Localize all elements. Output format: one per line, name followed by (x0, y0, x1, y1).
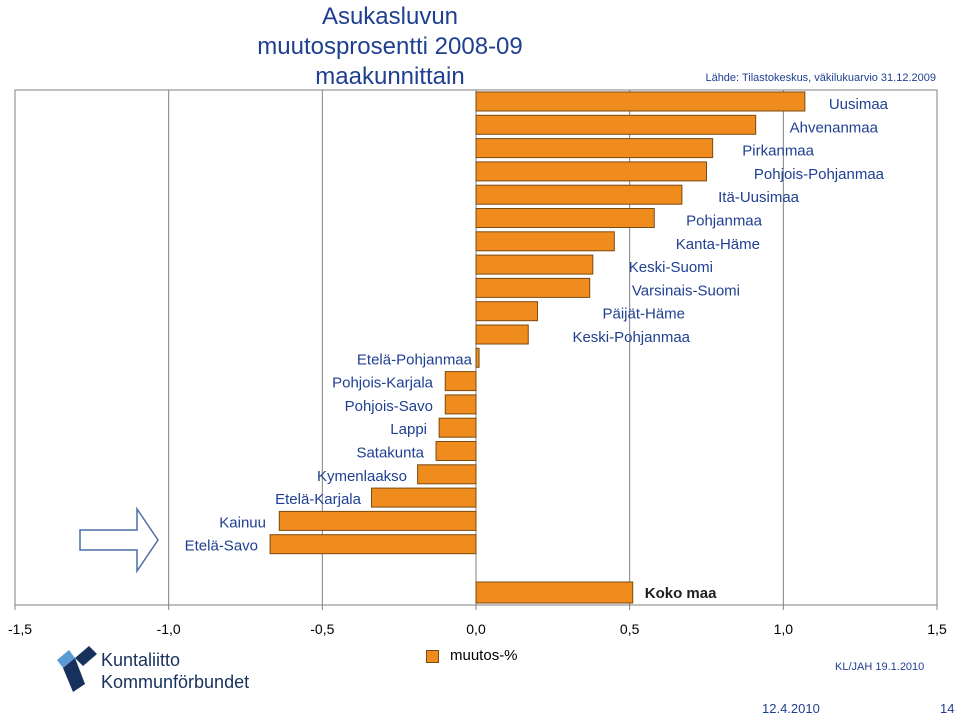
x-tick-label: 0,5 (620, 621, 640, 637)
bar-label: Itä-Uusimaa (718, 189, 800, 206)
logo-text-line-2: Kommunförbundet (101, 672, 250, 692)
bar (475, 138, 714, 159)
bar-label: Etelä-Savo (185, 538, 258, 555)
bar (475, 231, 615, 252)
x-tick-label: 1,0 (774, 621, 794, 637)
bar (475, 161, 707, 182)
bar-label: Pohjois-Savo (345, 398, 433, 415)
bar-label: Kainuu (219, 514, 266, 531)
bar (278, 510, 477, 531)
bar (475, 581, 634, 604)
bar (475, 91, 806, 112)
source-note: Lähde: Tilastokeskus, väkilukuarvio 31.1… (705, 72, 936, 84)
page-number: 14 (940, 701, 955, 716)
title-line-2: maakunnittain (315, 63, 465, 90)
bar-label: Uusimaa (829, 96, 889, 113)
bar-label: Päijät-Häme (602, 306, 685, 323)
bar (444, 394, 477, 415)
bar-label: Varsinais-Suomi (632, 282, 740, 299)
x-tick-label: -1,5 (8, 621, 32, 637)
bar (475, 277, 591, 298)
highlight-arrow-icon (79, 506, 159, 574)
bar (475, 347, 480, 368)
kuntaliitto-logo: Kuntaliitto Kommunförbundet (55, 640, 295, 696)
bar-label: Keski-Suomi (629, 259, 713, 276)
bar-label: Pohjois-Karjala (332, 375, 434, 392)
bar-label: Ahvenanmaa (790, 119, 879, 136)
bar-label: Kanta-Häme (676, 236, 760, 253)
bar-label: Kymenlaakso (317, 468, 407, 485)
bar (475, 184, 683, 205)
legend-label: muutos-% (450, 647, 518, 664)
bar-label: Keski-Pohjanmaa (572, 329, 690, 346)
bar-label: Koko maa (645, 585, 717, 602)
bar-label: Etelä-Pohjanmaa (357, 351, 473, 368)
bar-label: Pohjanmaa (686, 213, 763, 230)
logo-text-line-1: Kuntaliitto (101, 650, 181, 670)
bar-label: Satakunta (356, 445, 424, 462)
x-tick-label: -0,5 (310, 621, 334, 637)
bar (475, 208, 655, 228)
bar (371, 487, 477, 508)
bar (475, 254, 594, 275)
bar-label: Lappi (390, 421, 427, 438)
title-line-1: Asukasluvun muutosprosentti 2008-09 (257, 3, 523, 60)
bar (475, 324, 529, 345)
footer-code: KL/JAH 19.1.2010 (835, 661, 925, 673)
bar-label: Pohjois-Pohjanmaa (754, 166, 885, 183)
bar (435, 441, 477, 461)
chart-title: Asukasluvun muutosprosentti 2008-09 maak… (240, 2, 540, 92)
footer-date: 12.4.2010 (762, 701, 820, 716)
x-tick-label: -1,0 (157, 621, 181, 637)
bar (269, 534, 477, 555)
bar (444, 371, 477, 392)
bar-label: Pirkanmaa (742, 143, 814, 160)
logo-mark-icon (57, 646, 97, 692)
bar (475, 301, 538, 322)
x-tick-label: 1,5 (927, 621, 947, 637)
bar-label: Etelä-Karjala (275, 491, 362, 508)
x-tick-label: 0,0 (466, 621, 486, 637)
bar (438, 417, 477, 438)
bar (417, 464, 477, 485)
legend-swatch (426, 650, 439, 663)
bar (475, 114, 757, 135)
